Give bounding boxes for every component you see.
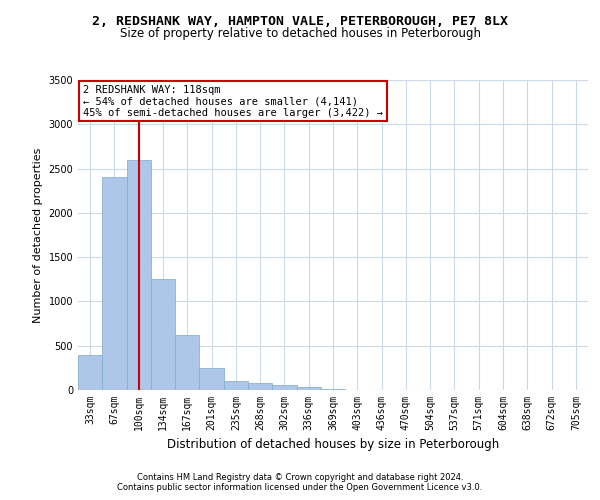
Y-axis label: Number of detached properties: Number of detached properties <box>33 148 43 322</box>
X-axis label: Distribution of detached houses by size in Peterborough: Distribution of detached houses by size … <box>167 438 499 452</box>
Bar <box>321 388 345 390</box>
Text: 2, REDSHANK WAY, HAMPTON VALE, PETERBOROUGH, PE7 8LX: 2, REDSHANK WAY, HAMPTON VALE, PETERBORO… <box>92 15 508 28</box>
Bar <box>102 178 127 390</box>
Text: Contains public sector information licensed under the Open Government Licence v3: Contains public sector information licen… <box>118 484 482 492</box>
Bar <box>224 381 248 390</box>
Bar <box>248 384 272 390</box>
Bar <box>127 160 151 390</box>
Bar <box>78 354 102 390</box>
Text: 2 REDSHANK WAY: 118sqm
← 54% of detached houses are smaller (4,141)
45% of semi-: 2 REDSHANK WAY: 118sqm ← 54% of detached… <box>83 84 383 118</box>
Bar <box>199 368 224 390</box>
Bar <box>272 384 296 390</box>
Bar <box>151 280 175 390</box>
Bar <box>296 388 321 390</box>
Bar <box>175 334 199 390</box>
Text: Contains HM Land Registry data © Crown copyright and database right 2024.: Contains HM Land Registry data © Crown c… <box>137 474 463 482</box>
Text: Size of property relative to detached houses in Peterborough: Size of property relative to detached ho… <box>119 28 481 40</box>
